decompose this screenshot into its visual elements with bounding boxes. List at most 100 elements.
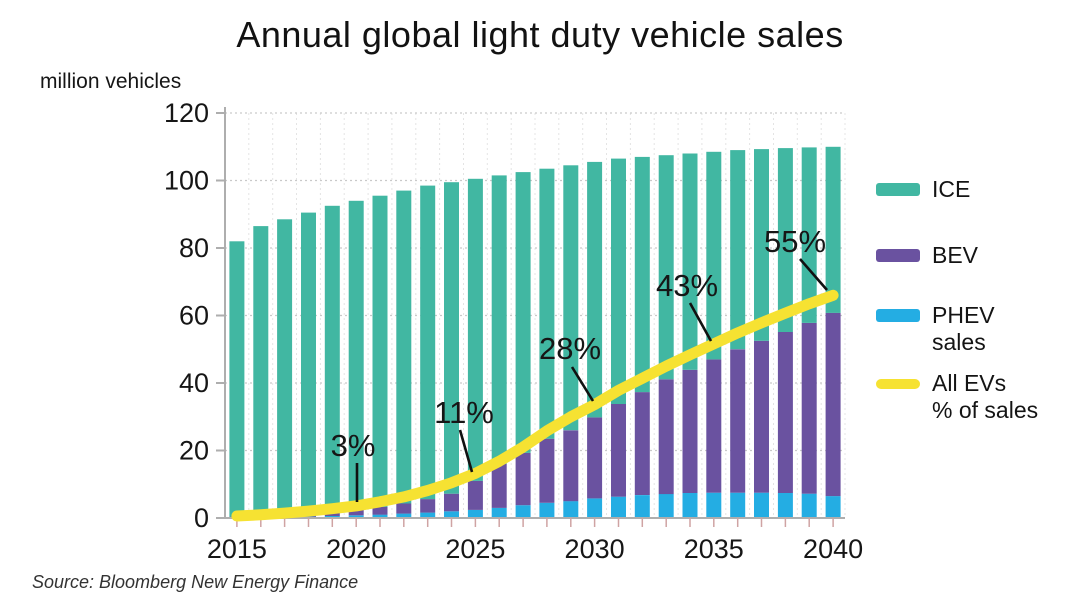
ev-share-line <box>231 289 839 522</box>
bar-segment-bev <box>372 506 388 515</box>
bar-segment-bev <box>682 369 698 493</box>
bar-segment-phev <box>420 512 436 518</box>
bar-segment-bev <box>706 359 722 493</box>
bar-segment-ice <box>229 241 245 517</box>
legend-label-bev: BEV <box>932 242 979 268</box>
bar-segment-phev <box>682 493 698 518</box>
bar-segment-bev <box>801 322 817 494</box>
bar-segment-ice <box>420 185 436 500</box>
bar-segment-bev <box>730 349 746 493</box>
bev-swatch-icon <box>876 249 920 262</box>
bar-segment-phev <box>587 498 603 518</box>
bar-segment-phev <box>563 501 579 518</box>
source-note: Source: Bloomberg New Energy Finance <box>32 572 359 592</box>
bar-segment-phev <box>611 496 626 518</box>
bar-segment-phev <box>777 493 793 518</box>
legend-item-ice: ICE <box>876 176 970 203</box>
bar-segment-bev <box>754 340 769 493</box>
bar-segment-phev <box>730 492 746 518</box>
bar-segment-phev <box>348 515 364 518</box>
bar-segment-bev <box>777 332 793 493</box>
bar-segment-bev <box>467 480 483 510</box>
bar-segment-bev <box>515 452 531 506</box>
bar-segment-phev <box>539 502 555 518</box>
bar-segment-ice <box>277 219 293 515</box>
annotation-label: 28% <box>539 331 601 366</box>
bar-segment-ice <box>515 172 531 453</box>
bar-segment-phev <box>825 496 841 518</box>
x-tick-label: 2030 <box>565 534 625 564</box>
bar-segment-ice <box>801 147 817 323</box>
bar-segment-bev <box>563 430 579 502</box>
bar-segment-bev <box>611 403 626 497</box>
bar-segment-bev <box>539 438 555 503</box>
bar-segment-ice <box>348 200 364 510</box>
y-tick-label: 0 <box>194 503 209 533</box>
annotation-label: 55% <box>764 224 826 259</box>
bar-segment-ice <box>396 190 412 504</box>
bar-segment-ice <box>563 165 579 431</box>
bar-segment-phev <box>658 494 674 518</box>
y-tick-label: 20 <box>179 436 209 466</box>
bar-segment-bev <box>396 503 412 514</box>
bar-segment-ice <box>467 178 483 481</box>
bar-segment-ice <box>611 158 626 404</box>
bar-segment-phev <box>467 509 483 518</box>
bar-segment-ice <box>658 155 674 380</box>
bar-segment-ice <box>825 146 841 313</box>
y-tick-label: 100 <box>164 166 209 196</box>
legend-item-phev: PHEV sales <box>876 302 995 356</box>
bar-segment-ice <box>301 212 316 514</box>
bar-segment-ice <box>682 153 698 370</box>
bar-segment-phev <box>444 511 459 519</box>
bar-segment-bev <box>658 379 674 495</box>
ice-swatch-icon <box>876 183 920 196</box>
bar-segment-ice <box>372 195 388 507</box>
bar-segment-phev <box>634 495 650 518</box>
x-tick-label: 2015 <box>207 534 267 564</box>
x-tick-label: 2035 <box>684 534 744 564</box>
bar-segment-phev <box>801 493 817 518</box>
annotation-label: 43% <box>656 268 718 303</box>
annotation-pointer <box>688 302 713 342</box>
y-tick-label: 40 <box>179 368 209 398</box>
bar-segment-bev <box>587 417 603 499</box>
annotation-pointer <box>799 258 828 291</box>
bar-segment-ice <box>587 161 603 418</box>
bar-segment-bev <box>348 509 364 516</box>
bar-segment-ice <box>324 205 340 512</box>
x-tick-label: 2040 <box>803 534 863 564</box>
bar-segment-phev <box>754 492 769 518</box>
bar-segment-phev <box>491 507 507 518</box>
bar-segment-ice <box>730 150 746 350</box>
annotation-label: 3% <box>331 428 376 463</box>
bar-segment-phev <box>372 514 388 518</box>
bar-segment-phev <box>515 505 531 518</box>
y-tick-label: 120 <box>164 98 209 128</box>
bar-segment-ice <box>444 182 459 494</box>
bar-segment-ice <box>777 148 793 332</box>
x-tick-label: 2025 <box>445 534 505 564</box>
bar-segment-phev <box>396 513 412 518</box>
bar-segment-bev <box>491 464 507 508</box>
legend-item-all-evs: All EVs % of sales <box>876 370 1038 424</box>
chart-title: Annual global light duty vehicle sales <box>236 14 844 55</box>
legend-label-ice: ICE <box>932 176 971 202</box>
y-tick-label: 60 <box>179 301 209 331</box>
x-tick-label: 2020 <box>326 534 386 564</box>
bar-segment-bev <box>444 493 459 512</box>
annotation-pointer <box>458 429 474 473</box>
annotation-pointer <box>570 366 595 402</box>
legend-label-all-evs: All EVs % of sales <box>932 370 1039 424</box>
bar-segment-bev <box>825 312 841 497</box>
ev-line-swatch-icon <box>876 379 920 389</box>
legend-label-phev: PHEV sales <box>932 302 995 356</box>
annotation-label: 11% <box>434 395 494 430</box>
bar-segment-ice <box>253 226 269 516</box>
bar-segment-ice <box>754 149 769 341</box>
bar-segment-ice <box>634 156 650 393</box>
phev-swatch-icon <box>876 309 920 322</box>
y-tick-label: 80 <box>179 233 209 263</box>
